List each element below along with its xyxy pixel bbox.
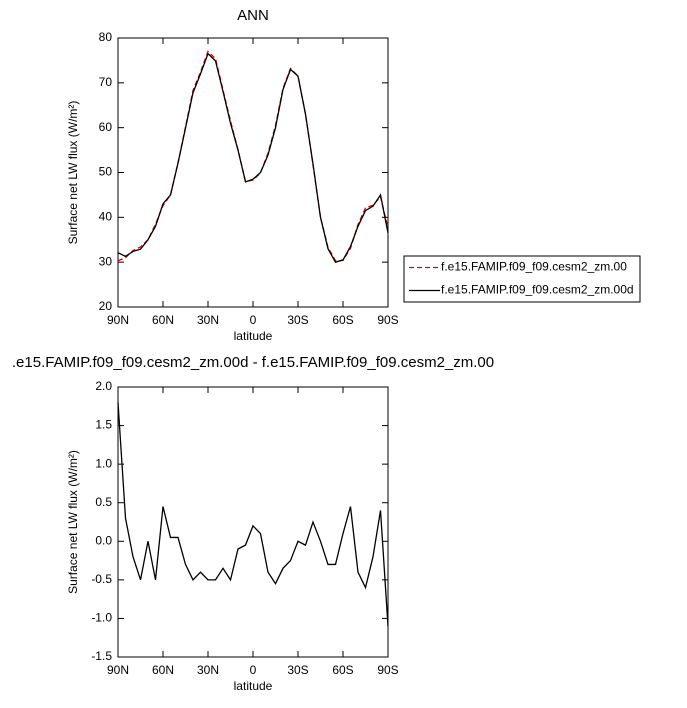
x-tick-label: 30S — [287, 663, 308, 677]
legend-label: f.e15.FAMIP.f09_f09.cesm2_zm.00 — [441, 260, 627, 274]
y-axis-label: Surface net LW flux (W/m²) — [66, 101, 80, 245]
y-tick-label: 20 — [99, 299, 113, 313]
chart-title: .e15.FAMIP.f09_f09.cesm2_zm.00d - f.e15.… — [12, 354, 494, 371]
y-tick-label: 30 — [99, 254, 113, 268]
plot-frame — [117, 37, 389, 308]
y-axis-label: Surface net LW flux (W/m²) — [66, 450, 80, 594]
x-axis-label: latitude — [234, 329, 273, 343]
x-tick-label: 60S — [332, 663, 353, 677]
y-tick-label: 0.5 — [95, 495, 112, 509]
y-tick-label: -0.5 — [91, 572, 112, 586]
x-tick-label: 0 — [250, 313, 257, 327]
x-tick-label: 30N — [197, 663, 219, 677]
x-axis-label: latitude — [234, 679, 273, 693]
x-tick-label: 60N — [152, 663, 174, 677]
y-tick-label: 80 — [99, 30, 113, 44]
y-tick-label: 2.0 — [95, 379, 112, 393]
plot-frame — [117, 386, 389, 658]
legend-frame — [403, 255, 641, 303]
y-tick-label: -1.0 — [91, 611, 112, 625]
legend-label: f.e15.FAMIP.f09_f09.cesm2_zm.00d — [441, 283, 634, 297]
y-tick-label: 50 — [99, 165, 113, 179]
y-tick-label: 70 — [99, 75, 113, 89]
data-line — [117, 402, 389, 627]
y-tick-label: 1.0 — [95, 456, 112, 470]
chart-title: ANN — [237, 7, 269, 24]
x-tick-label: 0 — [250, 663, 257, 677]
y-tick-label: 1.5 — [95, 418, 112, 432]
y-tick-label: 0.0 — [95, 533, 112, 547]
x-tick-label: 90N — [107, 313, 129, 327]
x-tick-label: 30N — [197, 313, 219, 327]
x-tick-label: 60S — [332, 313, 353, 327]
y-tick-label: 60 — [99, 120, 113, 134]
y-tick-label: -1.5 — [91, 649, 112, 663]
x-tick-label: 30S — [287, 313, 308, 327]
x-tick-label: 90S — [377, 313, 398, 327]
x-tick-label: 60N — [152, 313, 174, 327]
x-tick-label: 90N — [107, 663, 129, 677]
x-tick-label: 90S — [377, 663, 398, 677]
y-tick-label: 40 — [99, 210, 113, 224]
data-line — [117, 52, 389, 263]
data-line — [117, 50, 389, 262]
